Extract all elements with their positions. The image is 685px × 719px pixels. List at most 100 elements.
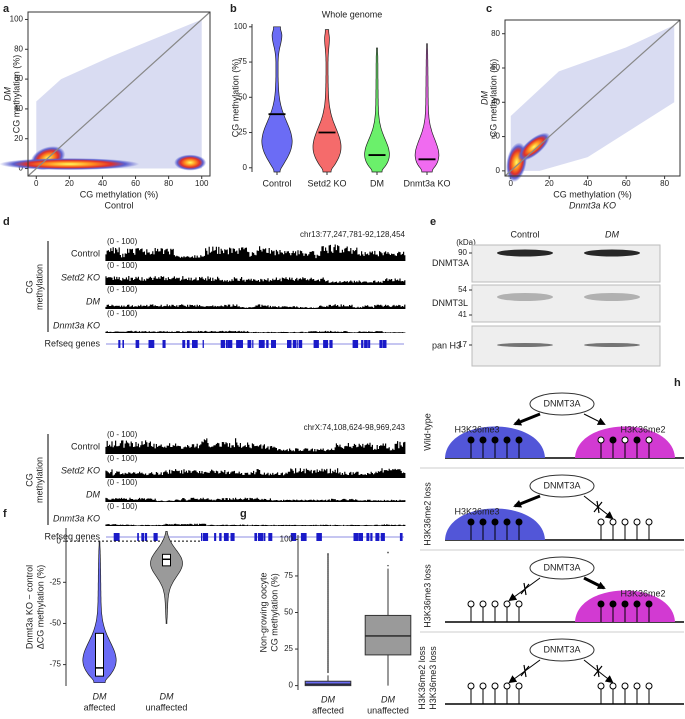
cpg-site [479, 518, 487, 526]
cpg-site [633, 518, 641, 526]
band [584, 343, 640, 347]
violin [312, 29, 342, 173]
signal-track [105, 438, 406, 454]
diagonal [504, 19, 681, 177]
cpg-site [515, 518, 523, 526]
cpg-site [621, 518, 629, 526]
arrow [583, 413, 606, 425]
enzyme-label: DNMT3A [543, 480, 580, 490]
side-label: CG [24, 280, 34, 294]
y-tick-label: -50 [49, 619, 61, 628]
cpg-site [479, 682, 487, 690]
y-axis-label: DM [2, 87, 12, 101]
cpg-site [491, 518, 499, 526]
side-label: methylation [34, 264, 44, 310]
histone-mark: H3K36me2 [620, 424, 665, 434]
cpg-site [503, 682, 511, 690]
unit-label: (kDa) [456, 238, 476, 247]
violin [82, 540, 117, 684]
x-axis-label: Control [104, 200, 133, 210]
x-axis-label: CG methylation (%) [553, 189, 632, 199]
block [593, 664, 603, 678]
block [520, 664, 530, 678]
density-core [0, 158, 140, 171]
x-tick-label: Setd2 KO [307, 178, 346, 188]
cpg-site [621, 436, 629, 444]
y-tick-label: 60 [491, 63, 500, 72]
track-scale: (0 - 100) [107, 309, 138, 318]
blot-label: DNMT3A [432, 258, 469, 268]
panel-letter: d [3, 216, 10, 228]
cpg-site [597, 682, 605, 690]
marker-label: 90 [458, 248, 467, 257]
signal-track [105, 330, 406, 333]
cpg-site [597, 518, 605, 526]
signal-track [105, 304, 406, 309]
region-label: chr13:77,247,781-92,128,454 [300, 230, 406, 239]
outlier [327, 553, 329, 555]
y-tick-label: 100 [10, 15, 24, 24]
x-tick-label: DM [370, 178, 384, 188]
y-tick-label: 75 [238, 57, 247, 66]
panel-letter: c [486, 3, 492, 15]
histone-mark: H3K36me3 [454, 424, 499, 434]
cpg-site [491, 600, 499, 608]
cpg-site [503, 600, 511, 608]
violin [364, 47, 390, 173]
cpg-site [645, 436, 653, 444]
x-tick-label: 40 [583, 179, 592, 188]
y-tick-label: 20 [14, 134, 23, 143]
density-core [517, 132, 551, 162]
cpg-site [645, 518, 653, 526]
y-tick-label: 25 [238, 128, 247, 137]
panel-frame [27, 11, 211, 177]
histone-mark: H3K36me3 [454, 506, 499, 516]
band [497, 293, 553, 301]
marker-label: 17 [458, 340, 467, 349]
track-scale: (0 - 100) [107, 478, 138, 487]
y-axis-label: CG methylation (%) [269, 573, 279, 652]
track-name: Refseq genes [44, 531, 100, 541]
x-tick-label: DM [321, 694, 335, 704]
panel-letter: g [240, 508, 247, 520]
x-tick-label: 60 [622, 179, 631, 188]
x-tick-label: Dnmt3a KO [403, 178, 450, 188]
cpg-site [479, 600, 487, 608]
y-tick-label: 50 [284, 608, 293, 617]
band [584, 249, 640, 257]
violin [150, 530, 183, 624]
y-axis-label: CG methylation (%) [230, 59, 240, 138]
outlier [387, 551, 389, 554]
x-tick-label: 60 [131, 179, 140, 188]
signal-track [105, 468, 406, 478]
x-axis-label: CG methylation (%) [80, 189, 159, 199]
x-tick-label: 20 [545, 179, 554, 188]
panel-letter: a [3, 3, 10, 15]
x-tick-label: unaffected [367, 705, 409, 715]
lane-label: Control [510, 229, 539, 239]
row-label: H3K36me3 loss [428, 646, 438, 710]
y-tick-label: 80 [491, 29, 500, 38]
track-name: Setd2 KO [61, 272, 100, 282]
cpg-site [597, 436, 605, 444]
y-tick-label: 0 [496, 166, 501, 175]
signal-track [105, 244, 406, 261]
cpg-site [597, 600, 605, 608]
cpg-site [609, 682, 617, 690]
enzyme-node [529, 392, 595, 416]
region-label: chrX:74,108,624-98,969,243 [304, 423, 406, 432]
signal-track [105, 276, 406, 285]
cpg-site [609, 600, 617, 608]
x-tick-label: Control [262, 178, 291, 188]
side-label: CG [24, 473, 34, 487]
row-label: Wild-type [422, 413, 432, 451]
histone-mark: H3K36me2 [620, 588, 665, 598]
arrow [513, 412, 541, 426]
blot-label: DNMT3L [432, 298, 468, 308]
track-name: Refseq genes [44, 338, 100, 348]
row-label: H3K36me2 loss [422, 482, 432, 546]
x-tick-label: 0 [509, 179, 514, 188]
band [497, 343, 553, 347]
